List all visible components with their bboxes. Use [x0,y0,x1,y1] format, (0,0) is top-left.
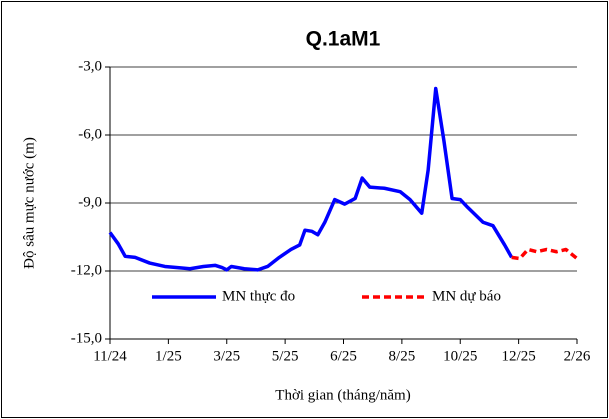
y-tick-label: -15,0 [71,330,102,346]
x-tick-label: 3/25 [213,348,240,364]
y-tick-label: -9,0 [78,194,102,210]
x-tick-label: 10/25 [443,348,477,364]
x-tick-label: 6/25 [330,348,357,364]
series-line [108,86,514,272]
x-tick-label: 11/24 [93,348,127,364]
chart-title: Q.1aM1 [306,28,381,51]
x-tick-label: 2/26 [564,348,591,364]
y-axis-label: Độ sâu mực nước (m) [21,137,37,269]
x-tick-label: 5/25 [272,348,299,364]
series-line [511,247,579,261]
x-tick-label: 8/25 [389,348,416,364]
legend-label: MN dự báo [432,288,501,304]
y-tick-label: -6,0 [78,126,102,142]
y-tick-label: -3,0 [78,58,102,74]
y-tick-label: -12,0 [71,262,102,278]
legend-label: MN thực đo [222,288,295,304]
x-axis-label: Thời gian (tháng/năm) [275,387,410,403]
x-tick-label: 12/25 [502,348,536,364]
x-tick-label: 1/25 [155,348,182,364]
